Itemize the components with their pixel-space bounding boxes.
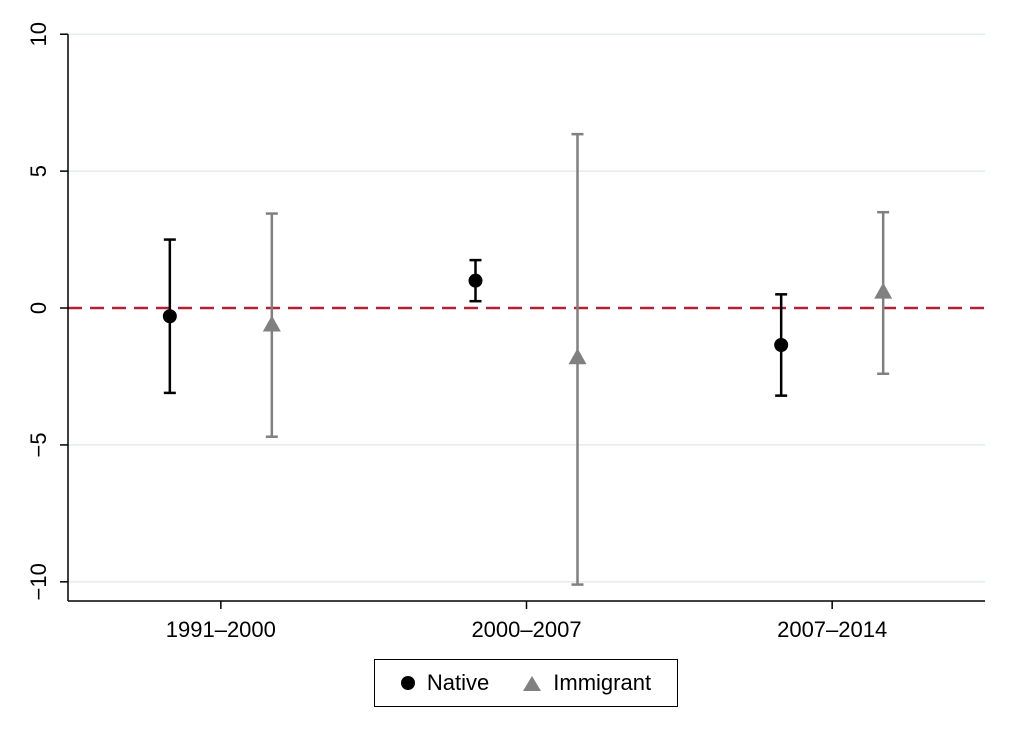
point-immigrant: [262, 315, 281, 332]
legend-label-native: Native: [426, 670, 490, 695]
legend-label-immigrant: Immigrant: [553, 670, 652, 695]
x-tick-label: 1991–2000: [166, 617, 276, 642]
y-tick-label: 10: [26, 22, 51, 46]
x-tick-label: 2000–2007: [471, 617, 581, 642]
legend: Native Immigrant: [374, 659, 678, 707]
y-tick-label: −10: [26, 563, 51, 600]
x-tick-label: 2007–2014: [777, 617, 887, 642]
legend-item-immigrant: Immigrant: [523, 670, 651, 696]
point-native: [774, 337, 789, 352]
y-tick-label: 0: [26, 302, 51, 314]
point-immigrant: [874, 282, 893, 299]
triangle-marker-icon: [523, 675, 542, 691]
legend-item-native: Native: [400, 670, 490, 696]
point-native: [468, 273, 483, 288]
point-immigrant: [568, 348, 587, 365]
point-native: [162, 309, 177, 324]
y-tick-label: −5: [26, 432, 51, 457]
y-tick-label: 5: [26, 165, 51, 177]
circle-marker-icon: [400, 676, 415, 690]
